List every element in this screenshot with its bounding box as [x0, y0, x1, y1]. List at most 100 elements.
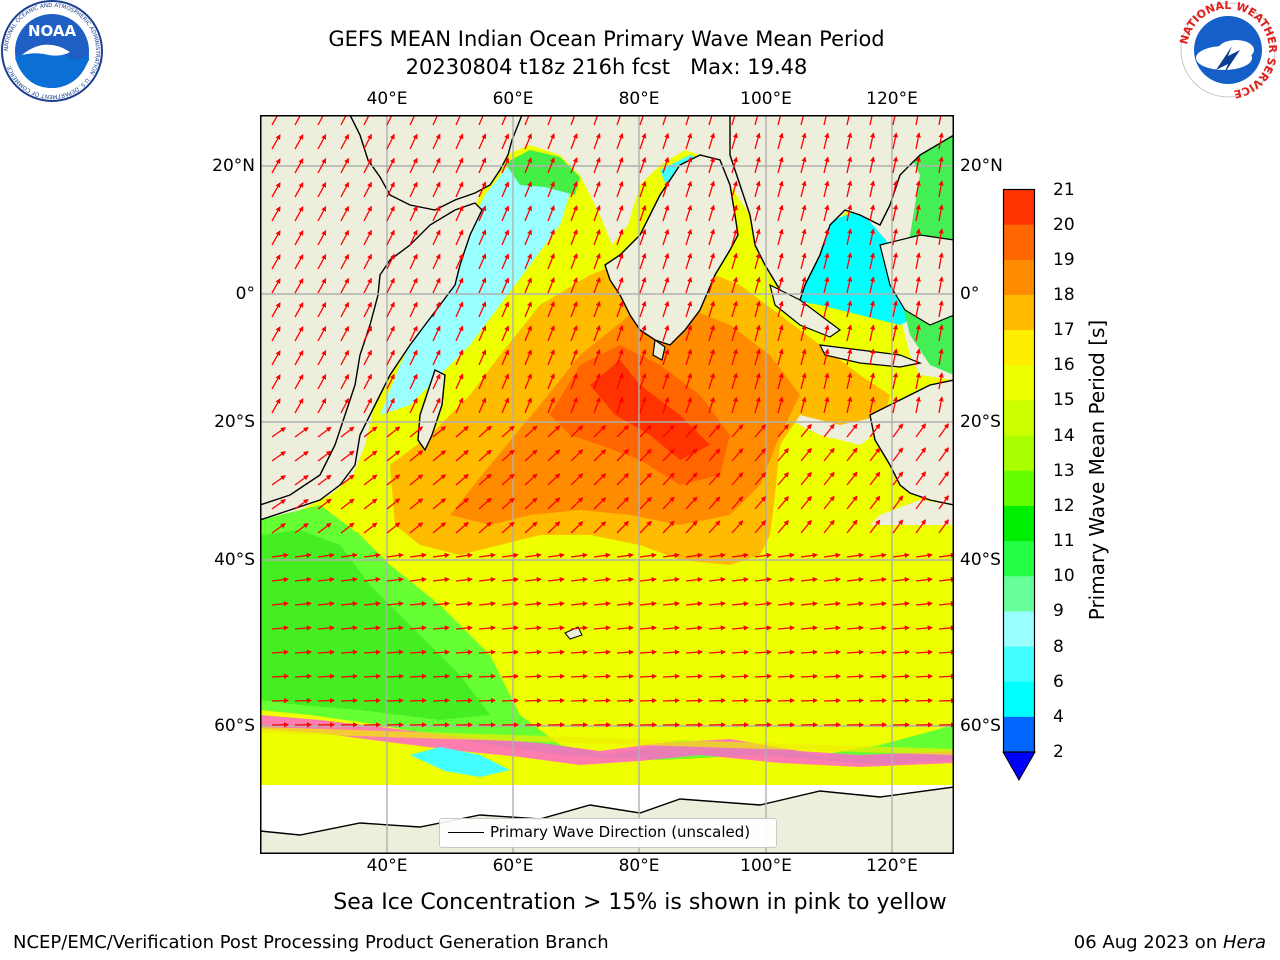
wave-arrow — [363, 325, 372, 342]
wave-arrow — [547, 397, 555, 414]
wave-arrow — [639, 673, 658, 679]
colorbar-tick: 18 — [1053, 284, 1075, 305]
wave-arrow — [869, 132, 876, 150]
wave-arrow — [409, 115, 418, 126]
wave-arrow — [524, 497, 538, 510]
wave-arrow — [731, 115, 736, 126]
wave-arrow — [892, 495, 904, 510]
wave-arrow — [363, 474, 378, 486]
wave-arrow — [869, 252, 876, 270]
wave-arrow — [455, 373, 464, 390]
wave-arrow — [616, 673, 635, 679]
wave-arrow — [731, 552, 749, 558]
wave-arrow — [662, 252, 670, 270]
wave-arrow — [409, 625, 427, 631]
wave-arrow — [823, 577, 841, 583]
wave-arrow — [639, 180, 647, 198]
wave-arrow — [432, 205, 441, 222]
wave-arrow — [800, 423, 812, 438]
wave-arrow — [639, 424, 652, 438]
wave-arrow — [708, 496, 721, 510]
wave-arrow — [800, 228, 807, 246]
wave-arrow — [455, 205, 464, 222]
colorbar-frame — [1002, 188, 1036, 753]
wave-arrow — [317, 474, 332, 486]
wave-arrow — [271, 601, 289, 607]
wave-arrow — [455, 133, 464, 150]
wave-arrow — [869, 228, 876, 246]
wave-arrow — [294, 158, 304, 174]
wave-arrow — [616, 132, 624, 150]
wave-arrow — [317, 697, 336, 704]
wave-arrow — [938, 649, 954, 655]
wave-arrow — [294, 522, 309, 534]
wave-arrow — [524, 552, 542, 558]
wave-arrow — [777, 276, 784, 294]
wave-arrow — [915, 156, 921, 174]
wave-arrow — [340, 498, 355, 510]
wave-arrow — [662, 673, 681, 679]
wave-arrow — [869, 495, 881, 510]
wave-arrow — [570, 157, 578, 174]
wave-arrow — [547, 277, 555, 294]
wave-arrow — [846, 423, 858, 438]
wave-arrow — [363, 522, 378, 534]
wave-arrow — [616, 697, 635, 704]
wave-arrow — [938, 495, 949, 510]
wave-arrow — [846, 495, 858, 510]
lon-tick-top-100e: 100°E — [740, 89, 792, 109]
wave-arrow — [432, 397, 441, 414]
wave-arrow — [547, 373, 555, 390]
wave-arrow — [938, 673, 954, 679]
wave-arrow — [639, 577, 657, 583]
wave-arrow — [524, 577, 542, 583]
wave-arrow — [455, 577, 473, 583]
wave-arrow — [892, 471, 904, 486]
wave-arrow — [386, 426, 401, 438]
wave-arrow — [869, 300, 876, 318]
wave-arrow — [455, 349, 464, 366]
wave-arrow — [386, 301, 395, 318]
wave-arrow — [340, 397, 349, 414]
wave-arrow — [455, 625, 473, 631]
wave-arrow — [616, 156, 624, 174]
wave-arrow — [846, 601, 864, 607]
wave-arrow — [892, 577, 910, 583]
wave-arrow — [846, 697, 865, 704]
wave-arrow — [708, 625, 726, 631]
wave-arrow — [409, 552, 427, 558]
wave-arrow — [754, 204, 761, 222]
wave-arrow — [869, 348, 876, 366]
wave-arrow — [478, 205, 487, 222]
wave-arrow — [570, 577, 588, 583]
wave-arrow — [823, 276, 830, 294]
wave-arrow — [800, 673, 819, 679]
wave-arrow — [846, 348, 853, 366]
wave-arrow — [731, 673, 750, 679]
wave-arrow — [662, 396, 670, 414]
wave-arrow — [271, 625, 289, 631]
map-gridlines — [260, 115, 954, 854]
colorbar-band — [1003, 224, 1035, 261]
wave-arrow — [432, 673, 451, 679]
lon-tick-top-120e: 120°E — [866, 89, 918, 109]
wave-arrow — [593, 133, 601, 150]
wave-arrow — [938, 228, 944, 246]
wave-arrow — [892, 348, 898, 366]
wave-arrow — [846, 519, 858, 534]
wave-arrow — [800, 447, 812, 462]
wave-arrow — [547, 601, 565, 607]
wave-arrow — [754, 577, 772, 583]
wave-arrow — [938, 324, 944, 342]
wave-arrow — [685, 204, 693, 222]
madagascar-land — [417, 369, 446, 452]
colorbar-band — [1003, 189, 1035, 226]
wave-arrow — [547, 521, 561, 534]
wave-arrow — [340, 229, 349, 246]
wave-arrow — [754, 300, 761, 318]
wave-arrow — [892, 276, 898, 294]
wave-arrow — [478, 133, 487, 150]
wave-arrow — [317, 301, 327, 318]
wave-arrow — [501, 425, 515, 438]
wave-arrow — [432, 450, 447, 462]
